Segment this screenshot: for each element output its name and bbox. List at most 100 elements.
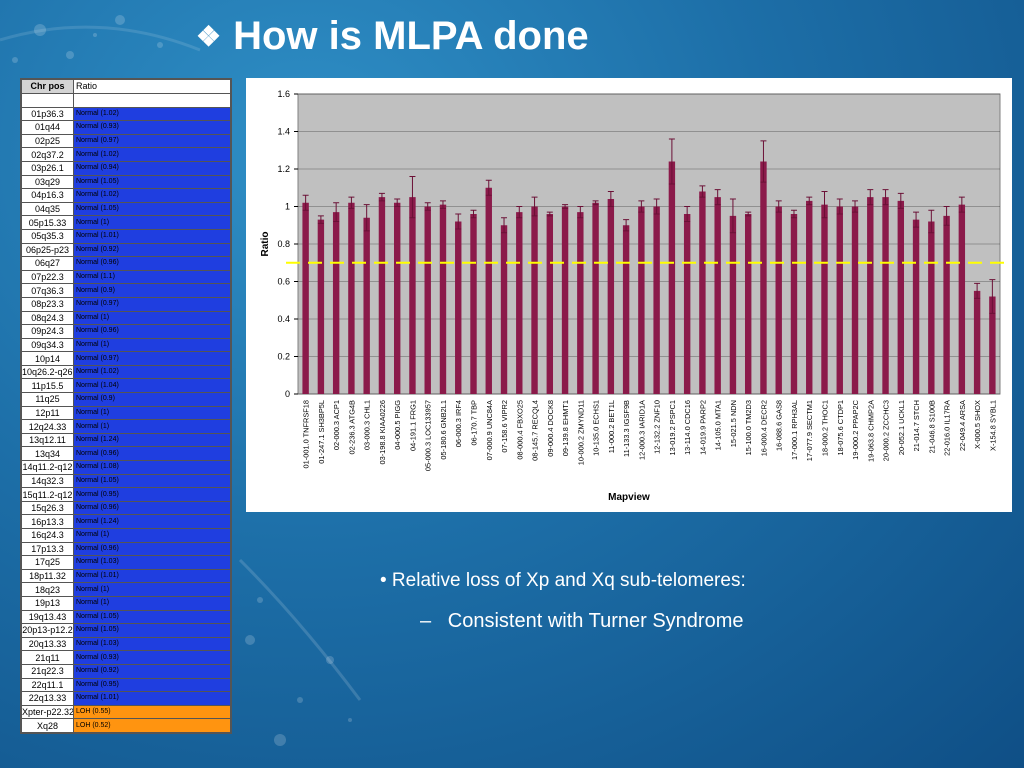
table-row: 11p15.5 Normal (1.04) bbox=[21, 378, 231, 394]
ratio-cell: Normal (1) bbox=[73, 582, 231, 597]
x-tick-label: 09-139.8 EHMT1 bbox=[561, 400, 570, 456]
x-tick-label: 19-000.2 PPAP2C bbox=[851, 399, 860, 460]
chr-pos-cell: 19p13 bbox=[21, 595, 74, 611]
chr-pos-cell: 20p13-p12.2 bbox=[21, 623, 74, 638]
ratio-cell: Normal (1.05) bbox=[73, 174, 231, 190]
x-tick-label: 15-021.5 NDN bbox=[729, 400, 738, 447]
x-tick-label: 22-016.0 IL17RA bbox=[943, 400, 952, 456]
chr-pos-cell: 13q12.11 bbox=[21, 432, 74, 448]
x-tick-label: 08-000.4 FBXO25 bbox=[515, 400, 524, 460]
table-row: 08q24.3 Normal (1) bbox=[21, 310, 231, 326]
table-row: 17q25 Normal (1.03) bbox=[21, 555, 231, 570]
bullet-item-2-text: Consistent with Turner Syndrome bbox=[447, 610, 744, 632]
mlpa-ratio-chart: 0 0.2 0.4 0.6 0.8 1 1.2 1.4 1.6 01-001.0 TNFRSF18… bbox=[246, 78, 1012, 512]
bar bbox=[409, 197, 416, 394]
table-row: 21q11 Normal (0.93) bbox=[21, 650, 231, 665]
table-row: 07p22.3 Normal (1.1) bbox=[21, 269, 231, 285]
y-tick-label: 1.4 bbox=[277, 127, 290, 137]
x-tick-label: 04-000.5 PIGG bbox=[393, 400, 402, 450]
bar bbox=[607, 199, 615, 394]
title-text: How is MLPA done bbox=[233, 13, 589, 58]
table-row: Xpter-p22.32 LOH (0.55) bbox=[21, 704, 231, 720]
ratio-cell: Normal (0.93) bbox=[73, 650, 231, 665]
bar bbox=[928, 221, 935, 394]
ratio-cell: Normal (1.01) bbox=[73, 228, 231, 244]
chr-pos-cell: 11q25 bbox=[21, 392, 74, 407]
ratio-cell: Normal (1.01) bbox=[73, 568, 231, 584]
chr-pos-cell: 15q26.3 bbox=[21, 500, 74, 516]
ratio-cell: Normal (0.95) bbox=[73, 487, 231, 502]
chr-pos-cell: 01q44 bbox=[21, 120, 74, 135]
bar bbox=[653, 206, 660, 394]
x-tick-label: 07-158.6 VIPR2 bbox=[500, 400, 509, 453]
ratio-cell: Normal (1.24) bbox=[73, 514, 231, 529]
x-tick-label: 21-046.8 S100B bbox=[927, 400, 936, 453]
chr-pos-cell: 17p13.3 bbox=[21, 541, 74, 557]
chr-pos-cell: 01p36.3 bbox=[21, 106, 74, 122]
chr-pos-cell: 03q29 bbox=[21, 174, 74, 190]
table-row: 15q11.2-q12 Normal (0.95) bbox=[21, 487, 231, 502]
ratio-cell: Normal (1.02) bbox=[73, 106, 231, 122]
ratio-cell: Normal (1.04) bbox=[73, 378, 231, 394]
table-row: 20p13-p12.2 Normal (1.05) bbox=[21, 623, 231, 638]
bar bbox=[806, 200, 813, 394]
x-tick-label: 13-114.0 CDC16 bbox=[683, 400, 692, 455]
chr-pos-cell: 18q23 bbox=[21, 582, 74, 597]
x-tick-label: 05-180.6 GNB2L1 bbox=[439, 400, 448, 460]
table-row: 02p25 Normal (0.97) bbox=[21, 133, 231, 149]
chr-pos-cell: 14q32.3 bbox=[21, 473, 74, 489]
bar bbox=[683, 214, 691, 394]
y-tick-label: 0.8 bbox=[277, 239, 290, 249]
bar bbox=[912, 219, 920, 394]
table-row: 13q34 Normal (0.96) bbox=[21, 446, 231, 462]
bar bbox=[821, 204, 828, 394]
bar bbox=[516, 212, 523, 394]
bar bbox=[485, 187, 492, 394]
table-row: 22q11.1 Normal (0.95) bbox=[21, 677, 231, 693]
bar bbox=[973, 290, 981, 394]
table-row: 13q12.11 Normal (1.24) bbox=[21, 432, 231, 448]
x-tick-label: 06-170.7 TBP bbox=[470, 400, 479, 446]
ratio-cell: Normal (0.97) bbox=[73, 351, 231, 366]
bar bbox=[882, 197, 889, 394]
table-blank-row bbox=[21, 92, 231, 108]
chr-pos-cell: 16q24.3 bbox=[21, 528, 74, 543]
table-row: 04q35 Normal (1.05) bbox=[21, 201, 231, 217]
ratio-cell: Normal (1.1) bbox=[73, 269, 231, 285]
table-row: 14q11.2-q12 Normal (1.08) bbox=[21, 460, 231, 475]
ratio-cell: Normal (0.96) bbox=[73, 541, 231, 557]
table-row: 01q44 Normal (0.93) bbox=[21, 120, 231, 135]
ratio-cell: Normal (0.96) bbox=[73, 446, 231, 462]
bar bbox=[638, 206, 645, 394]
table-row: 20q13.33 Normal (1.03) bbox=[21, 636, 231, 652]
bar bbox=[439, 204, 447, 394]
x-tick-label: 10-000.2 ZMYND11 bbox=[576, 400, 585, 465]
chr-pos-cell: 10p14 bbox=[21, 351, 74, 366]
x-tick-label: 12-132.2 ZNF10 bbox=[653, 400, 662, 454]
ratio-cell: Normal (1) bbox=[73, 310, 231, 326]
ratio-cell: Normal (1.03) bbox=[73, 636, 231, 652]
chr-pos-cell: Xpter-p22.32 bbox=[21, 704, 74, 720]
x-tick-label: 01-247.1 SH3BP5L bbox=[317, 400, 326, 464]
ratio-cell: Normal (0.97) bbox=[73, 296, 231, 312]
chr-pos-cell: 14q11.2-q12 bbox=[21, 460, 74, 475]
bar bbox=[790, 214, 798, 394]
table-row: 09q34.3 Normal (1) bbox=[21, 337, 231, 353]
table-row: 06q27 Normal (0.96) bbox=[21, 256, 231, 271]
table-row: 16q24.3 Normal (1) bbox=[21, 528, 231, 543]
chr-pos-cell: 09q34.3 bbox=[21, 337, 74, 353]
x-tick-label: 10-135.0 ECHS1 bbox=[592, 400, 601, 456]
x-tick-label: 08-145.7 RECQL4 bbox=[531, 400, 540, 461]
bullet-item-2: – Consistent with Turner Syndrome bbox=[420, 610, 746, 633]
bar bbox=[699, 191, 706, 394]
x-tick-label: 11-000.2 BET1L bbox=[607, 400, 616, 453]
y-axis-label: Ratio bbox=[260, 232, 271, 257]
table-row: 14q32.3 Normal (1.05) bbox=[21, 473, 231, 489]
x-tick-label: 14-019.9 PARP2 bbox=[698, 400, 707, 455]
x-tick-label: 14-105.0 MTA1 bbox=[714, 400, 723, 450]
bar bbox=[302, 202, 309, 394]
slide-title: ❖ How is MLPA done bbox=[196, 10, 589, 62]
bar bbox=[470, 214, 477, 394]
ratio-cell: Normal (0.96) bbox=[73, 500, 231, 516]
x-tick-label: 18-075.6 CTDP1 bbox=[836, 400, 845, 455]
